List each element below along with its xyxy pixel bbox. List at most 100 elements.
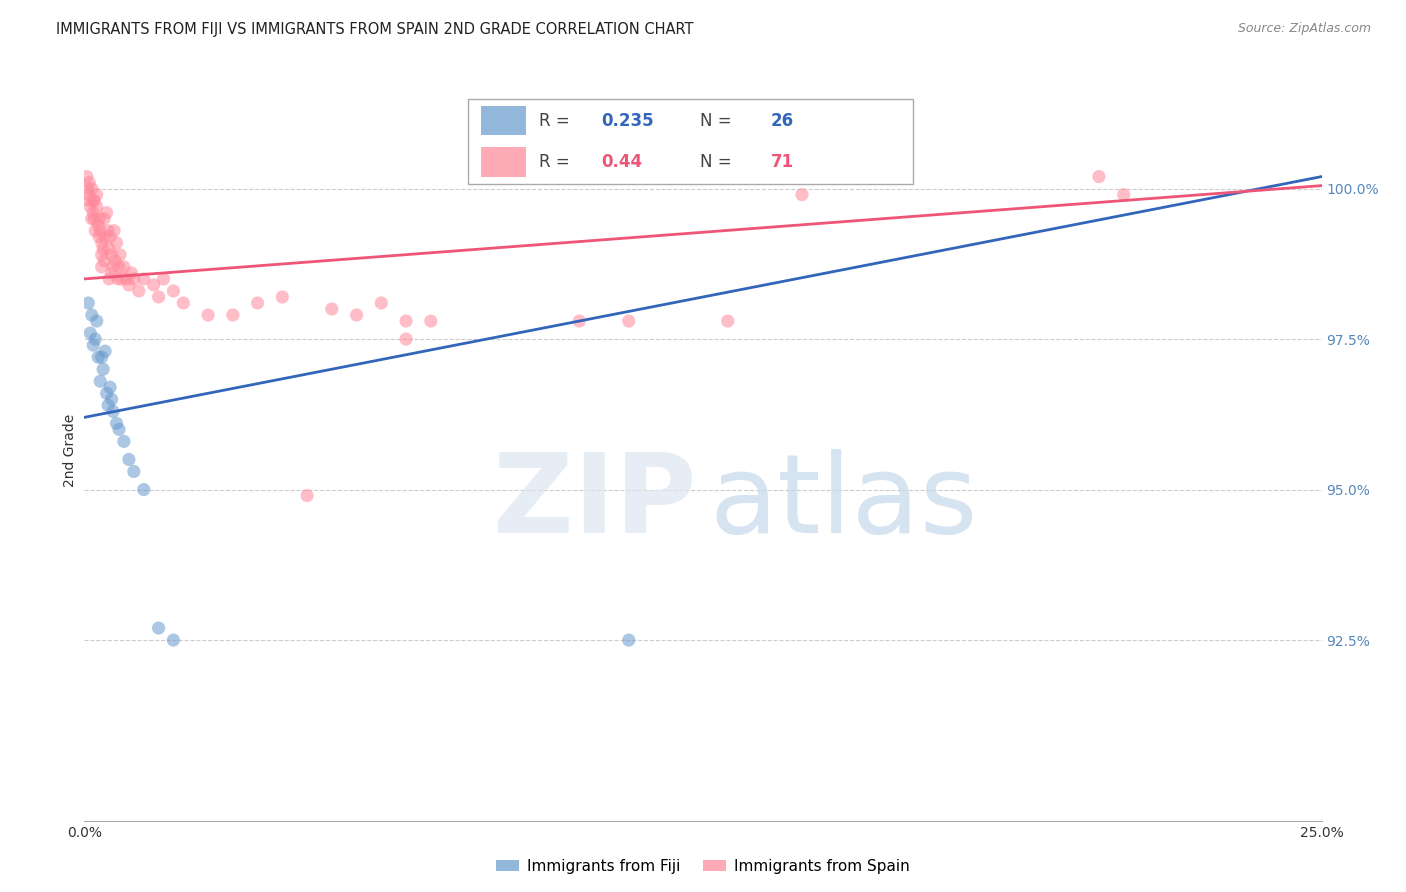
Point xyxy=(83,194,105,208)
Point xyxy=(103,224,125,238)
Point xyxy=(87,350,110,364)
Point xyxy=(120,266,142,280)
Point xyxy=(84,224,107,238)
Point xyxy=(172,296,194,310)
Point xyxy=(790,187,813,202)
Point xyxy=(84,332,107,346)
Point xyxy=(98,229,121,244)
Point xyxy=(1088,169,1111,184)
Point xyxy=(122,465,145,479)
Point xyxy=(717,314,740,328)
Point xyxy=(617,633,640,648)
Point xyxy=(470,169,492,184)
Point xyxy=(80,181,103,195)
Point xyxy=(82,205,104,219)
Point xyxy=(104,253,127,268)
Point xyxy=(568,314,591,328)
Point xyxy=(96,205,118,219)
Point xyxy=(98,242,121,256)
Point xyxy=(617,314,640,328)
Text: atlas: atlas xyxy=(709,449,977,556)
Point xyxy=(395,332,418,346)
Point xyxy=(152,272,174,286)
Point xyxy=(395,314,418,328)
Point xyxy=(132,272,155,286)
Point xyxy=(97,398,120,412)
Point xyxy=(118,277,141,292)
Point xyxy=(107,272,129,286)
Point xyxy=(89,211,111,226)
Point xyxy=(98,272,121,286)
Point xyxy=(96,386,118,401)
Point xyxy=(82,338,104,352)
Point xyxy=(80,211,103,226)
Point xyxy=(79,176,101,190)
Point xyxy=(87,218,110,232)
Point xyxy=(93,211,115,226)
Point xyxy=(162,633,184,648)
Point xyxy=(90,260,112,274)
Legend: Immigrants from Fiji, Immigrants from Spain: Immigrants from Fiji, Immigrants from Sp… xyxy=(491,853,915,880)
Point xyxy=(101,260,124,274)
Point xyxy=(132,483,155,497)
Point xyxy=(246,296,269,310)
Point xyxy=(112,260,135,274)
Point xyxy=(148,290,170,304)
Point xyxy=(271,290,294,304)
Text: IMMIGRANTS FROM FIJI VS IMMIGRANTS FROM SPAIN 2ND GRADE CORRELATION CHART: IMMIGRANTS FROM FIJI VS IMMIGRANTS FROM … xyxy=(56,22,693,37)
Point xyxy=(90,248,112,262)
Point xyxy=(76,181,98,195)
Point xyxy=(370,296,392,310)
Point xyxy=(82,194,104,208)
Point xyxy=(162,284,184,298)
Point xyxy=(83,211,105,226)
Point xyxy=(93,253,115,268)
Point xyxy=(98,380,121,394)
Point xyxy=(105,417,128,431)
Point xyxy=(101,404,124,418)
Point xyxy=(77,296,100,310)
Point xyxy=(148,621,170,635)
Point xyxy=(122,272,145,286)
Point xyxy=(295,489,318,503)
Point xyxy=(115,272,138,286)
Point xyxy=(346,308,368,322)
Point xyxy=(77,187,100,202)
Point xyxy=(108,422,131,436)
Point xyxy=(108,260,131,274)
Point xyxy=(419,314,441,328)
Point xyxy=(91,362,114,376)
Text: Source: ZipAtlas.com: Source: ZipAtlas.com xyxy=(1237,22,1371,36)
Point xyxy=(86,187,108,202)
Point xyxy=(100,266,122,280)
Point xyxy=(94,344,117,359)
Point xyxy=(100,248,122,262)
Point xyxy=(112,434,135,449)
Point xyxy=(100,392,122,407)
Point xyxy=(86,200,108,214)
Point xyxy=(89,374,111,388)
Point xyxy=(97,224,120,238)
Point xyxy=(79,194,101,208)
Point xyxy=(80,308,103,322)
Point xyxy=(118,452,141,467)
Point xyxy=(89,229,111,244)
Point xyxy=(197,308,219,322)
Point xyxy=(94,229,117,244)
Point xyxy=(76,169,98,184)
Point xyxy=(1112,187,1135,202)
Point xyxy=(321,301,343,316)
Point xyxy=(790,169,813,184)
Point xyxy=(105,235,128,250)
Point xyxy=(108,248,131,262)
Text: ZIP: ZIP xyxy=(494,449,697,556)
Point xyxy=(91,242,114,256)
Point xyxy=(89,224,111,238)
Point xyxy=(90,350,112,364)
Point xyxy=(90,235,112,250)
Point xyxy=(110,272,132,286)
Point xyxy=(86,314,108,328)
Point xyxy=(142,277,165,292)
Point xyxy=(128,284,150,298)
Point xyxy=(79,326,101,340)
